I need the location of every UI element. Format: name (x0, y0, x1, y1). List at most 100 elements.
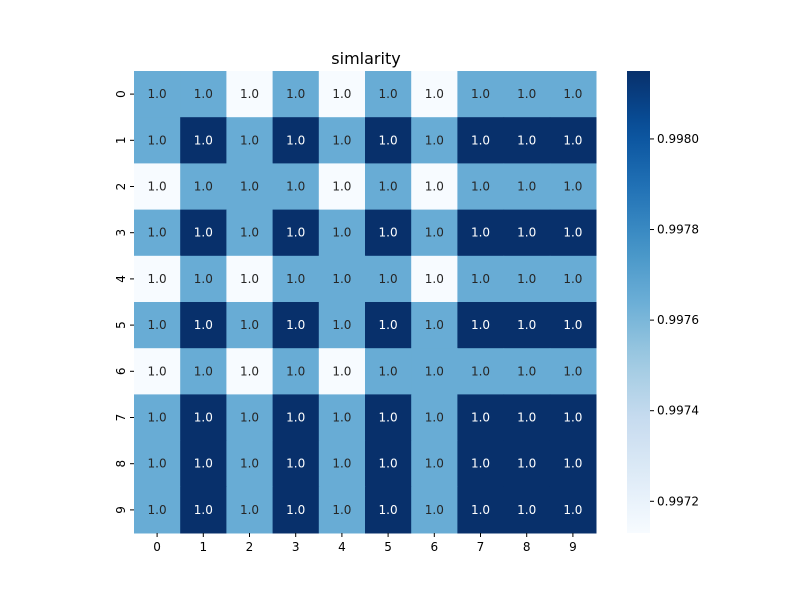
cell-label-6-7: 1.0 (471, 364, 490, 378)
heatmap-cell-0-9 (549, 71, 597, 118)
heatmap-cell-9-6 (411, 486, 458, 534)
x-tick-label-8: 8 (523, 540, 531, 554)
heatmap-cell-7-2 (226, 394, 274, 442)
heatmap-cell-7-4 (318, 394, 366, 442)
cell-label-3-0: 1.0 (148, 226, 167, 240)
cell-label-9-1: 1.0 (194, 503, 213, 517)
cell-label-6-1: 1.0 (194, 364, 213, 378)
cell-label-0-7: 1.0 (471, 87, 490, 101)
cell-label-0-8: 1.0 (517, 87, 536, 101)
cell-label-2-7: 1.0 (471, 180, 490, 194)
heatmap-cell-5-6 (411, 302, 458, 349)
y-tick-label-0: 0 (114, 90, 128, 98)
cell-label-7-1: 1.0 (194, 411, 213, 425)
cell-label-9-3: 1.0 (286, 503, 305, 517)
heatmap-cell-6-9 (549, 348, 597, 395)
heatmap-cell-3-3 (272, 209, 320, 257)
cell-label-6-0: 1.0 (148, 364, 167, 378)
heatmap-cell-6-3 (272, 348, 320, 395)
cell-label-1-7: 1.0 (471, 133, 490, 147)
heatmap-cell-0-8 (503, 71, 551, 118)
colorbar-tick-label-0: 0.9972 (657, 494, 699, 508)
heatmap-cell-1-8 (503, 117, 551, 164)
heatmap-cell-9-1 (180, 486, 227, 534)
cell-label-3-7: 1.0 (471, 226, 490, 240)
heatmap-cell-6-6 (411, 348, 458, 395)
cell-label-8-7: 1.0 (471, 457, 490, 471)
cell-label-3-5: 1.0 (379, 226, 398, 240)
heatmap-cell-4-7 (457, 255, 505, 303)
heatmap-cell-6-0 (134, 348, 181, 395)
cell-label-2-6: 1.0 (425, 180, 444, 194)
cell-label-1-5: 1.0 (379, 133, 398, 147)
heatmap-cell-6-7 (457, 348, 505, 395)
heatmap-cell-5-9 (549, 302, 597, 349)
heatmap-cell-2-4 (318, 163, 366, 211)
cell-label-3-6: 1.0 (425, 226, 444, 240)
heatmap-cell-4-4 (318, 255, 366, 303)
heatmap-cell-6-8 (503, 348, 551, 395)
heatmap-cell-6-2 (226, 348, 274, 395)
cell-label-5-9: 1.0 (563, 318, 582, 332)
y-tick-label-4: 4 (114, 275, 128, 283)
cell-label-7-0: 1.0 (148, 411, 167, 425)
cell-label-0-9: 1.0 (563, 87, 582, 101)
cell-label-5-2: 1.0 (240, 318, 259, 332)
heatmap-cell-0-6 (411, 71, 458, 118)
cell-label-3-8: 1.0 (517, 226, 536, 240)
cell-label-7-3: 1.0 (286, 411, 305, 425)
heatmap-cell-0-0 (134, 71, 181, 118)
cell-label-6-3: 1.0 (286, 364, 305, 378)
y-axis: 0 1 2 3 4 5 6 7 8 9 (114, 90, 134, 514)
cell-label-2-1: 1.0 (194, 180, 213, 194)
cell-label-1-1: 1.0 (194, 133, 213, 147)
heatmap-cell-8-9 (549, 440, 597, 488)
cell-label-8-3: 1.0 (286, 457, 305, 471)
cell-label-8-2: 1.0 (240, 457, 259, 471)
cell-label-4-1: 1.0 (194, 272, 213, 286)
chart-title: simlarity (331, 49, 400, 68)
cell-label-7-9: 1.0 (563, 411, 582, 425)
cell-label-8-1: 1.0 (194, 457, 213, 471)
heatmap-cell-3-1 (180, 209, 227, 257)
cell-label-4-5: 1.0 (379, 272, 398, 286)
cell-label-6-9: 1.0 (563, 364, 582, 378)
heatmap-cell-1-9 (549, 117, 597, 164)
heatmap-cell-7-0 (134, 394, 181, 442)
cell-label-1-3: 1.0 (286, 133, 305, 147)
cell-label-3-3: 1.0 (286, 226, 305, 240)
heatmap-cell-1-0 (134, 117, 181, 164)
cell-label-5-1: 1.0 (194, 318, 213, 332)
heatmap-cell-3-0 (134, 209, 181, 257)
colorbar: 0.9972 0.9974 0.9976 0.9978 0.9980 (627, 71, 699, 533)
cell-label-0-1: 1.0 (194, 87, 213, 101)
cell-label-1-0: 1.0 (148, 133, 167, 147)
x-tick-label-5: 5 (384, 540, 392, 554)
heatmap-cell-3-7 (457, 209, 505, 257)
heatmap-cell-4-0 (134, 255, 181, 303)
y-tick-label-2: 2 (114, 183, 128, 191)
cell-label-7-5: 1.0 (379, 411, 398, 425)
heatmap-cell-9-0 (134, 486, 181, 534)
heatmap-cell-8-5 (365, 440, 412, 488)
cell-label-8-8: 1.0 (517, 457, 536, 471)
cell-label-8-4: 1.0 (332, 457, 351, 471)
heatmap-cell-4-6 (411, 255, 458, 303)
cell-label-8-5: 1.0 (379, 457, 398, 471)
heatmap-cell-9-9 (549, 486, 597, 534)
cell-label-6-6: 1.0 (425, 364, 444, 378)
heatmap-cell-9-3 (272, 486, 320, 534)
heatmap-cell-4-9 (549, 255, 597, 303)
cell-label-5-0: 1.0 (148, 318, 167, 332)
heatmap-cell-7-6 (411, 394, 458, 442)
colorbar-tick-label-4: 0.9980 (657, 132, 699, 146)
cell-label-9-0: 1.0 (148, 503, 167, 517)
y-tick-label-3: 3 (114, 229, 128, 237)
cell-label-4-0: 1.0 (148, 272, 167, 286)
cell-label-1-9: 1.0 (563, 133, 582, 147)
cell-label-8-9: 1.0 (563, 457, 582, 471)
heatmap-cell-5-1 (180, 302, 227, 349)
cell-label-7-7: 1.0 (471, 411, 490, 425)
heatmap-cell-1-6 (411, 117, 458, 164)
cell-label-3-9: 1.0 (563, 226, 582, 240)
